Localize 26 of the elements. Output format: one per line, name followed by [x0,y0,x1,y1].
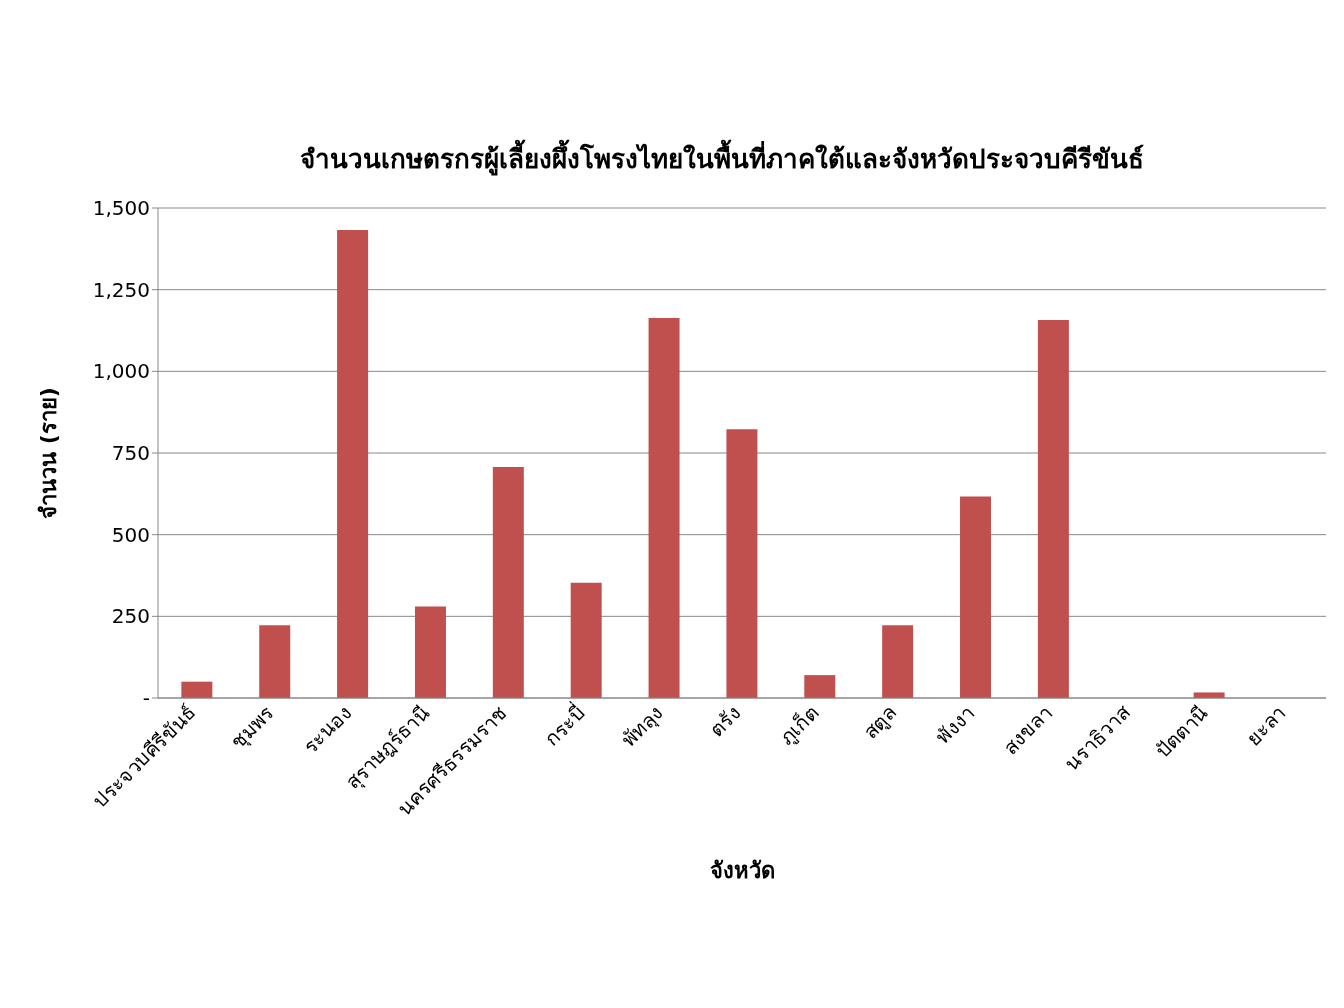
bar [337,229,369,698]
chart-title: จำนวนเกษตรกรผู้เลี้ยงผึ้งโพรงไทยในพื้นที่ภาคใต้และจังหวัดประจวบคีรีขันธ์ [299,138,1145,178]
bar [181,681,213,698]
bar [726,429,758,698]
y-tick-label: 750 [111,441,150,466]
bar [882,625,914,698]
y-tick-label: 1,500 [92,196,150,221]
x-tick-label: ตรัง [704,700,746,742]
y-tick-label: 1,250 [92,277,150,302]
bar [648,318,680,698]
y-tick-label: - [142,686,150,711]
y-tick-label: 500 [111,522,150,547]
bar [414,606,446,698]
bar [1193,692,1225,698]
y-tick-label: 250 [111,604,150,629]
y-axis-title: จำนวน (ราย) [35,387,61,519]
x-tick-label: พังงา [931,700,980,749]
y-tick-label: 1,000 [92,359,150,384]
bar [570,582,602,698]
bar [259,625,291,698]
bar [960,496,992,698]
x-tick-label: สตูล [858,700,902,745]
bar [492,467,524,698]
bar [1037,320,1069,698]
x-axis-title: จังหวัด [709,858,775,883]
bar [804,675,836,698]
